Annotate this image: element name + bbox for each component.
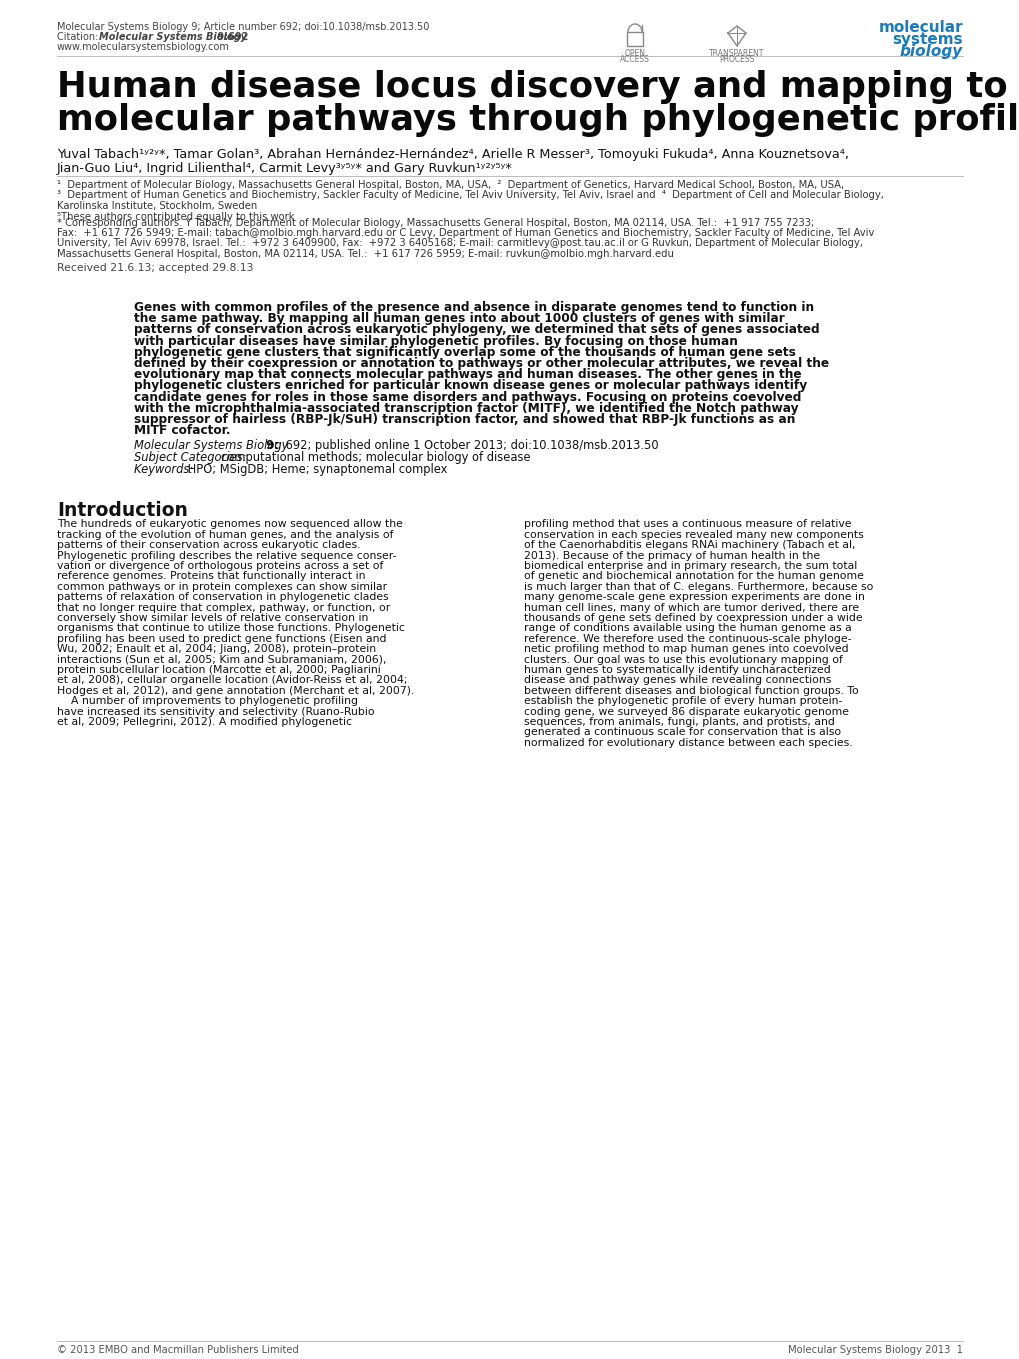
Text: HPO; MSigDB; Heme; synaptonemal complex: HPO; MSigDB; Heme; synaptonemal complex [183,463,447,477]
Text: MITF cofactor.: MITF cofactor. [133,424,230,438]
Text: generated a continuous scale for conservation that is also: generated a continuous scale for conserv… [524,727,841,738]
Text: have increased its sensitivity and selectivity (Ruano-Rubio: have increased its sensitivity and selec… [57,707,374,716]
Text: with particular diseases have similar phylogenetic profiles. By focusing on thos: with particular diseases have similar ph… [133,334,737,348]
Text: common pathways or in protein complexes can show similar: common pathways or in protein complexes … [57,582,387,591]
Text: that no longer require that complex, pathway, or function, or: that no longer require that complex, pat… [57,602,390,613]
Text: establish the phylogenetic profile of every human protein-: establish the phylogenetic profile of ev… [524,696,842,707]
Text: thousands of gene sets defined by coexpression under a wide: thousands of gene sets defined by coexpr… [524,613,862,622]
Text: * Corresponding authors. Y Tabach, Department of Molecular Biology, Massachusett: * Corresponding authors. Y Tabach, Depar… [57,217,813,227]
Text: is much larger than that of C. elegans. Furthermore, because so: is much larger than that of C. elegans. … [524,582,872,591]
Text: profiling method that uses a continuous measure of relative: profiling method that uses a continuous … [524,519,851,530]
Text: patterns of relaxation of conservation in phylogenetic clades: patterns of relaxation of conservation i… [57,593,388,602]
Text: conservation in each species revealed many new components: conservation in each species revealed ma… [524,530,863,540]
Text: candidate genes for roles in those same disorders and pathways. Focusing on prot: candidate genes for roles in those same … [133,390,801,404]
Text: tracking of the evolution of human genes, and the analysis of: tracking of the evolution of human genes… [57,530,393,540]
Text: Molecular Systems Biology 2013  1: Molecular Systems Biology 2013 1 [788,1345,962,1355]
Text: Massachusetts General Hospital, Boston, MA 02114, USA. Tel.:  +1 617 726 5959; E: Massachusetts General Hospital, Boston, … [57,249,674,260]
Text: phylogenetic clusters enriched for particular known disease genes or molecular p: phylogenetic clusters enriched for parti… [133,379,806,393]
Text: coding gene, we surveyed 86 disparate eukaryotic genome: coding gene, we surveyed 86 disparate eu… [524,707,848,716]
Text: interactions (Sun et al, 2005; Kim and Subramaniam, 2006),: interactions (Sun et al, 2005; Kim and S… [57,655,386,665]
Text: ³  Department of Human Genetics and Biochemistry, Sackler Faculty of Medicine, T: ³ Department of Human Genetics and Bioch… [57,190,883,201]
Text: profiling has been used to predict gene functions (Eisen and: profiling has been used to predict gene … [57,633,386,644]
Text: patterns of conservation across eukaryotic phylogeny, we determined that sets of: patterns of conservation across eukaryot… [133,323,819,337]
Text: Wu, 2002; Enault et al, 2004; Jiang, 2008), protein–protein: Wu, 2002; Enault et al, 2004; Jiang, 200… [57,644,376,654]
Text: Citation:: Citation: [57,33,102,42]
Text: systems: systems [892,33,962,48]
Text: range of conditions available using the human genome as a: range of conditions available using the … [524,624,851,633]
Text: netic profiling method to map human genes into coevolved: netic profiling method to map human gene… [524,644,848,654]
Text: 2013). Because of the primacy of human health in the: 2013). Because of the primacy of human h… [524,550,819,561]
Text: Subject Categories:: Subject Categories: [133,451,250,465]
Text: reference genomes. Proteins that functionally interact in: reference genomes. Proteins that functio… [57,571,365,582]
Text: The hundreds of eukaryotic genomes now sequenced allow the: The hundreds of eukaryotic genomes now s… [57,519,403,530]
Text: Received 21.6.13; accepted 29.8.13: Received 21.6.13; accepted 29.8.13 [57,264,254,273]
Text: ⁵These authors contributed equally to this work: ⁵These authors contributed equally to th… [57,212,294,222]
Text: disease and pathway genes while revealing connections: disease and pathway genes while revealin… [524,675,830,685]
Text: between different diseases and biological function groups. To: between different diseases and biologica… [524,686,858,696]
Text: defined by their coexpression or annotation to pathways or other molecular attri: defined by their coexpression or annotat… [133,357,828,370]
Text: normalized for evolutionary distance between each species.: normalized for evolutionary distance bet… [524,738,852,747]
Text: molecular pathways through phylogenetic profiling: molecular pathways through phylogenetic … [57,103,1019,137]
Text: with the microphthalmia-associated transcription factor (MITF), we identified th: with the microphthalmia-associated trans… [133,402,798,414]
Text: protein subcellular location (Marcotte et al, 2000; Pagliarini: protein subcellular location (Marcotte e… [57,665,380,675]
Text: of the Caenorhabditis elegans RNAi machinery (Tabach et al,: of the Caenorhabditis elegans RNAi machi… [524,540,855,550]
Text: molecular: molecular [877,20,962,35]
Text: the same pathway. By mapping all human genes into about 1000 clusters of genes w: the same pathway. By mapping all human g… [133,313,784,325]
Text: Keywords:: Keywords: [133,463,197,477]
Text: ACCESS: ACCESS [620,54,649,64]
Text: conversely show similar levels of relative conservation in: conversely show similar levels of relati… [57,613,368,622]
Text: reference. We therefore used the continuous-scale phyloge-: reference. We therefore used the continu… [524,633,851,644]
Text: suppressor of hairless (RBP-Jk/SuH) transcription factor, and showed that RBP-Jk: suppressor of hairless (RBP-Jk/SuH) tran… [133,413,795,425]
Text: PROCESS: PROCESS [718,54,754,64]
Text: Yuval Tabach¹ʸ²ʸ*, Tamar Golan³, Abrahan Hernández-Hernández⁴, Arielle R Messer³: Yuval Tabach¹ʸ²ʸ*, Tamar Golan³, Abrahan… [57,148,848,160]
Text: Molecular Systems Biology 9; Article number 692; doi:10.1038/msb.2013.50: Molecular Systems Biology 9; Article num… [57,22,429,33]
Text: computational methods; molecular biology of disease: computational methods; molecular biology… [221,451,530,465]
Text: human cell lines, many of which are tumor derived, there are: human cell lines, many of which are tumo… [524,602,858,613]
Text: Hodges et al, 2012), and gene annotation (Merchant et al, 2007).: Hodges et al, 2012), and gene annotation… [57,686,414,696]
Text: OPEN: OPEN [624,49,645,58]
Text: University, Tel Aviv 69978, Israel. Tel.:  +972 3 6409900, Fax:  +972 3 6405168;: University, Tel Aviv 69978, Israel. Tel.… [57,238,862,249]
Text: Karolinska Institute, Stockholm, Sweden: Karolinska Institute, Stockholm, Sweden [57,201,257,211]
Text: www.molecularsystemsbiology.com: www.molecularsystemsbiology.com [57,42,229,52]
Text: organisms that continue to utilize those functions. Phylogenetic: organisms that continue to utilize those… [57,624,405,633]
Text: ¹  Department of Molecular Biology, Massachusetts General Hospital, Boston, MA, : ¹ Department of Molecular Biology, Massa… [57,179,844,190]
Text: © 2013 EMBO and Macmillan Publishers Limited: © 2013 EMBO and Macmillan Publishers Lim… [57,1345,299,1355]
Text: of genetic and biochemical annotation for the human genome: of genetic and biochemical annotation fo… [524,571,863,582]
Text: evolutionary map that connects molecular pathways and human diseases. The other : evolutionary map that connects molecular… [133,368,801,382]
Text: et al, 2009; Pellegrini, 2012). A modified phylogenetic: et al, 2009; Pellegrini, 2012). A modifi… [57,718,352,727]
Text: human genes to systematically identify uncharacterized: human genes to systematically identify u… [524,665,829,675]
Text: biomedical enterprise and in primary research, the sum total: biomedical enterprise and in primary res… [524,561,856,571]
Text: 692; published online 1 October 2013; doi:10.1038/msb.2013.50: 692; published online 1 October 2013; do… [281,439,658,453]
Text: TRANSPARENT: TRANSPARENT [708,49,764,58]
Text: biology: biology [899,43,962,58]
Text: 9:692: 9:692 [214,33,249,42]
Text: A number of improvements to phylogenetic profiling: A number of improvements to phylogenetic… [57,696,358,707]
Text: Introduction: Introduction [57,501,187,520]
Text: Fax:  +1 617 726 5949; E-mail: tabach@molbio.mgh.harvard.edu or C Levy, Departme: Fax: +1 617 726 5949; E-mail: tabach@mol… [57,228,873,238]
Text: Human disease locus discovery and mapping to: Human disease locus discovery and mappin… [57,71,1007,105]
Text: Molecular Systems Biology: Molecular Systems Biology [133,439,288,453]
Text: Phylogenetic profiling describes the relative sequence conser-: Phylogenetic profiling describes the rel… [57,550,396,561]
Text: vation or divergence of orthologous proteins across a set of: vation or divergence of orthologous prot… [57,561,383,571]
Text: clusters. Our goal was to use this evolutionary mapping of: clusters. Our goal was to use this evolu… [524,655,842,665]
Text: phylogenetic gene clusters that significantly overlap some of the thousands of h: phylogenetic gene clusters that signific… [133,345,795,359]
Text: Jian-Guo Liu⁴, Ingrid Lilienthal⁴, Carmit Levy³ʸ⁵ʸ* and Gary Ruvkun¹ʸ²ʸ⁵ʸ*: Jian-Guo Liu⁴, Ingrid Lilienthal⁴, Carmi… [57,162,513,175]
Text: et al, 2008), cellular organelle location (Avidor-Reiss et al, 2004;: et al, 2008), cellular organelle locatio… [57,675,408,685]
Text: many genome-scale gene expression experiments are done in: many genome-scale gene expression experi… [524,593,864,602]
Text: Genes with common profiles of the presence and absence in disparate genomes tend: Genes with common profiles of the presen… [133,300,813,314]
Text: sequences, from animals, fungi, plants, and protists, and: sequences, from animals, fungi, plants, … [524,718,835,727]
Text: patterns of their conservation across eukaryotic clades.: patterns of their conservation across eu… [57,540,360,550]
Text: Molecular Systems Biology: Molecular Systems Biology [99,33,247,42]
Text: 9:: 9: [262,439,278,453]
